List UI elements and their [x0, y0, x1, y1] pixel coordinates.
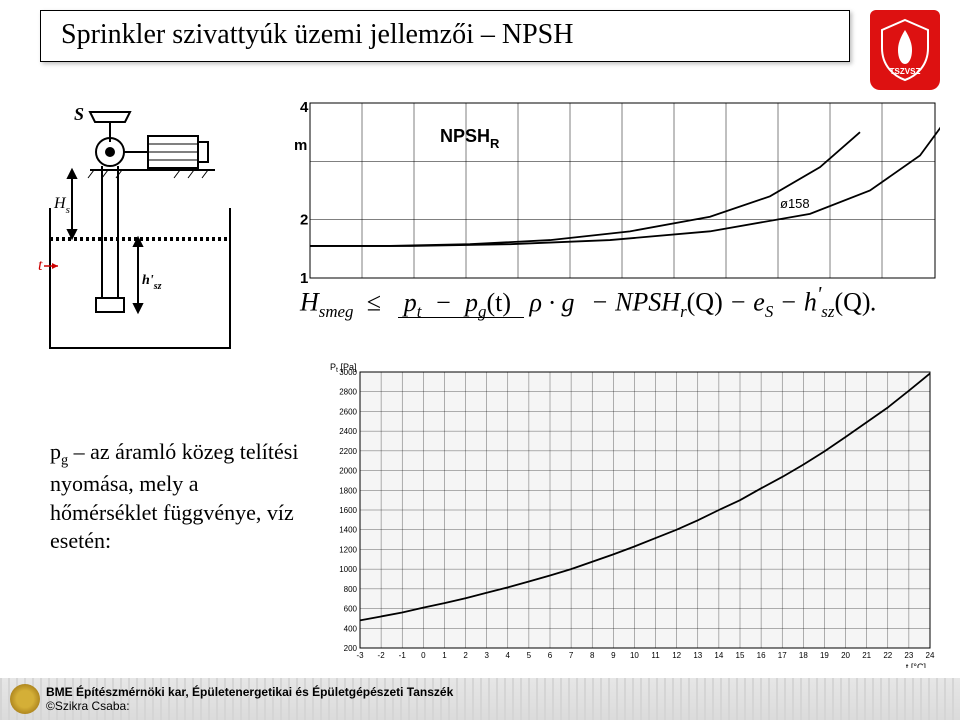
svg-text:1200: 1200 [339, 545, 357, 554]
svg-text:-2: -2 [378, 651, 386, 660]
svg-text:4: 4 [506, 651, 511, 660]
svg-text:2: 2 [463, 651, 468, 660]
npsh-chart: 4 2 1 m NPSHR ø158 ø208 [260, 98, 940, 288]
pump-schematic: S Hs t h'sz [30, 98, 250, 358]
npsh-y-unit: m [294, 137, 307, 154]
svg-text:13: 13 [693, 651, 702, 660]
footer-line1: BME Építészmérnöki kar, Épületenergetika… [46, 685, 453, 699]
annotation-158: ø158 [780, 196, 810, 211]
svg-text:400: 400 [344, 624, 358, 633]
svg-text:5: 5 [527, 651, 532, 660]
svg-text:16: 16 [757, 651, 766, 660]
saturation-chart: 2004006008001000120014001600180020002200… [320, 358, 940, 668]
title-box: Sprinkler szivattyúk üzemi jellemzői – N… [40, 10, 850, 62]
label-s: S [74, 104, 84, 124]
svg-text:2000: 2000 [339, 467, 357, 476]
svg-text:2200: 2200 [339, 447, 357, 456]
svg-text:2800: 2800 [339, 388, 357, 397]
svg-text:15: 15 [736, 651, 745, 660]
svg-text:1400: 1400 [339, 526, 357, 535]
svg-text:9: 9 [611, 651, 616, 660]
svg-text:22: 22 [883, 651, 892, 660]
svg-text:600: 600 [344, 605, 358, 614]
svg-text:-3: -3 [356, 651, 364, 660]
svg-text:21: 21 [862, 651, 871, 660]
svg-text:23: 23 [904, 651, 913, 660]
svg-text:4: 4 [300, 99, 309, 116]
svg-text:6: 6 [548, 651, 553, 660]
svg-text:2: 2 [300, 212, 308, 229]
svg-text:24: 24 [926, 651, 935, 660]
pg-description: pg – az áramló közeg telítési nyomása, m… [50, 438, 310, 556]
formula: Hsmeg ≤ pt − pg(t) ρ · g − NPSHr(Q) − eS… [300, 283, 877, 322]
svg-text:1800: 1800 [339, 486, 357, 495]
svg-text:20: 20 [841, 651, 850, 660]
label-t: t [38, 257, 43, 274]
svg-text:1: 1 [442, 651, 447, 660]
svg-text:7: 7 [569, 651, 574, 660]
svg-text:11: 11 [651, 651, 660, 660]
svg-text:12: 12 [672, 651, 681, 660]
page-title: Sprinkler szivattyúk üzemi jellemzői – N… [61, 19, 573, 50]
footer: BME Építészmérnöki kar, Épületenergetika… [0, 678, 960, 720]
svg-text:1600: 1600 [339, 506, 357, 515]
svg-text:2400: 2400 [339, 427, 357, 436]
label-hs: Hs [53, 195, 70, 216]
svg-text:1000: 1000 [339, 565, 357, 574]
svg-text:0: 0 [421, 651, 426, 660]
label-hsz: h'sz [142, 273, 162, 292]
svg-text:17: 17 [778, 651, 787, 660]
svg-text:800: 800 [344, 585, 358, 594]
footer-line2: ©Szikra Csaba: [46, 699, 130, 713]
svg-text:18: 18 [799, 651, 808, 660]
university-crest-icon [10, 684, 40, 714]
sat-x-label: t [°C] [906, 662, 926, 668]
org-logo: TSZVSZ [870, 10, 940, 90]
svg-text:14: 14 [714, 651, 723, 660]
svg-text:3: 3 [484, 651, 489, 660]
svg-text:8: 8 [590, 651, 595, 660]
svg-text:19: 19 [820, 651, 829, 660]
svg-text:2600: 2600 [339, 407, 357, 416]
svg-text:10: 10 [630, 651, 639, 660]
svg-text:-1: -1 [399, 651, 407, 660]
svg-text:TSZVSZ: TSZVSZ [890, 67, 921, 76]
